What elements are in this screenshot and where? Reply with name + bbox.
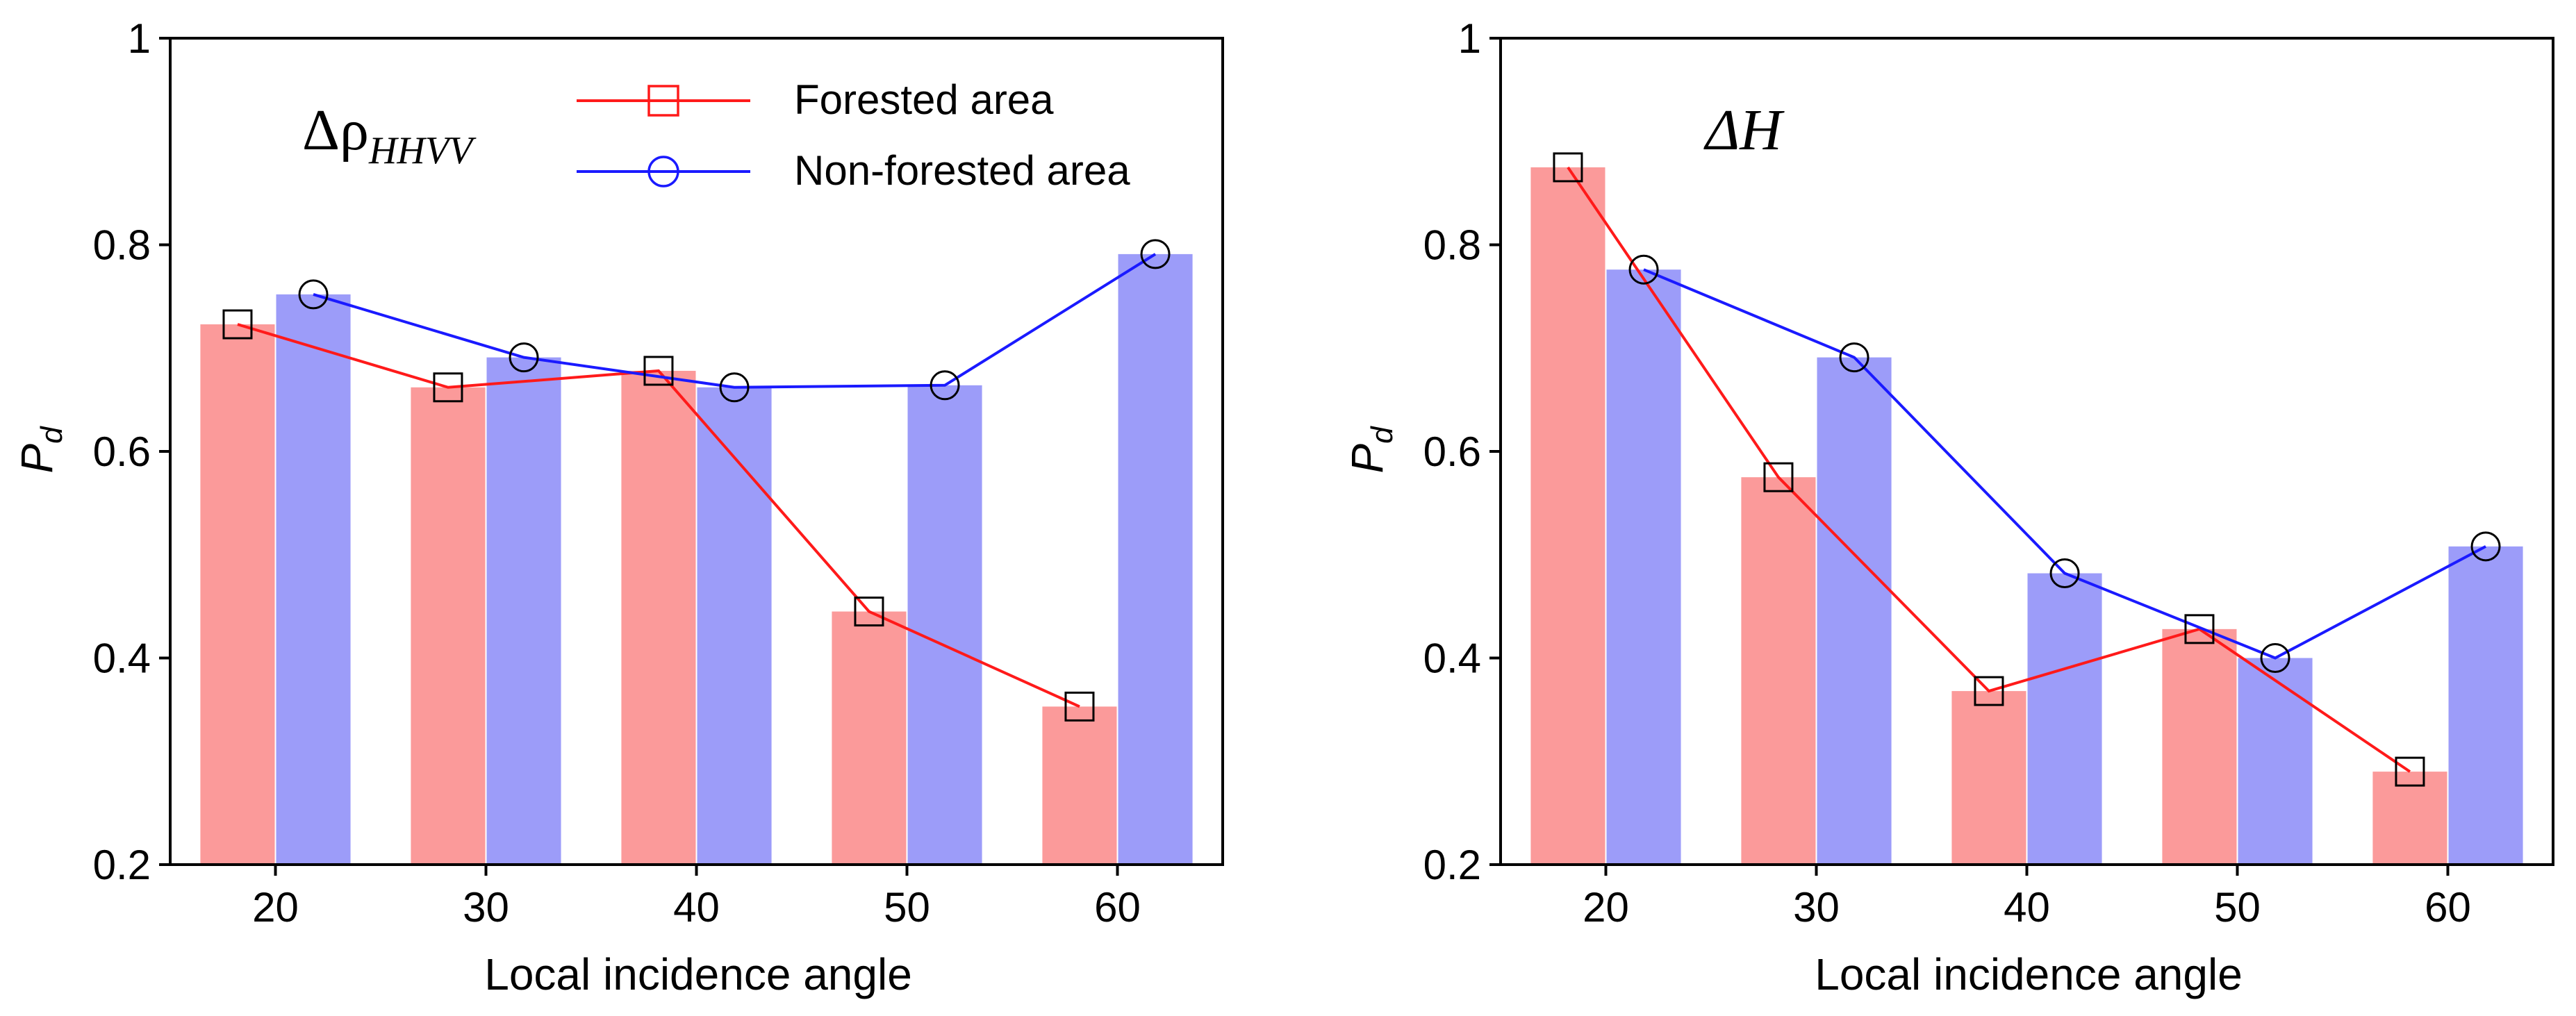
y-tick-label: 0.6: [1423, 428, 1481, 475]
x-axis-ticks: 20 30 40 50 60: [252, 865, 1141, 931]
forested-series-line: [1567, 166, 2411, 773]
legend-forested-marker: [647, 85, 679, 117]
nonforested-bar: [1118, 253, 1193, 865]
chart-panel-right: 0.2 0.4 0.6 0.8 1 20 30 40 50 60 ΔH Local incide…: [1342, 15, 2554, 999]
legend-nonforested-marker: [647, 156, 679, 188]
y-tick-label: 0.8: [1423, 222, 1481, 269]
legend-forested-label: Forested area: [794, 76, 1054, 123]
forested-bar: [832, 611, 907, 865]
x-tick-label: 60: [2425, 884, 2471, 931]
x-tick-label: 30: [1793, 884, 1840, 931]
y-tick-label: 0.4: [1423, 635, 1481, 682]
x-tick-label: 60: [1094, 884, 1141, 931]
forested-bar: [621, 370, 696, 865]
x-tick-label: 30: [463, 884, 509, 931]
nonforested-marker: [2049, 558, 2080, 589]
forested-bar: [2372, 772, 2447, 865]
markers-group: [222, 239, 1171, 722]
forested-bar: [2162, 628, 2237, 865]
nonforested-bar: [697, 387, 772, 865]
x-axis-label: Local incidence angle: [484, 949, 912, 999]
y-tick-label: 1: [1458, 15, 1481, 62]
nonforested-marker: [1140, 239, 1171, 269]
markers-group: [1553, 152, 2501, 787]
legend: Forested area Non-forested area: [577, 76, 1130, 194]
nonforested-bar: [276, 294, 351, 865]
nonforested-bar: [1817, 357, 1892, 865]
bars-group: [200, 253, 1193, 865]
nonforested-series-line: [313, 253, 1157, 389]
x-tick-label: 20: [1583, 884, 1629, 931]
nonforested-bar: [2238, 658, 2313, 865]
nonforested-bar: [486, 357, 561, 865]
x-tick-label: 40: [2004, 884, 2050, 931]
y-axis-ticks: 0.2 0.4 0.6 0.8 1: [1423, 15, 1501, 888]
x-tick-label: 50: [884, 884, 930, 931]
forested-bar: [1042, 706, 1117, 865]
forested-marker: [1553, 152, 1583, 183]
nonforested-marker: [930, 370, 960, 401]
forested-marker: [854, 597, 884, 627]
x-tick-label: 40: [673, 884, 720, 931]
nonforested-bar: [907, 385, 982, 865]
nonforested-bar: [1606, 269, 1681, 865]
forested-bar: [200, 324, 275, 865]
x-axis-ticks: 20 30 40 50 60: [1583, 865, 2471, 931]
nonforested-marker: [1839, 342, 1869, 373]
forested-marker: [433, 372, 463, 403]
annotation-label: ΔH: [1703, 98, 1785, 163]
y-tick-label: 0.6: [93, 428, 151, 475]
y-tick-label: 0.2: [1423, 842, 1481, 888]
forested-series-line: [237, 323, 1080, 708]
x-axis-label: Local incidence angle: [1815, 949, 2243, 999]
forested-marker: [1974, 676, 2004, 706]
legend-nonforested-label: Non-forested area: [794, 147, 1130, 194]
forested-bar: [1951, 691, 2026, 865]
forested-marker: [222, 309, 253, 340]
chart-panel-left: 0.2 0.4 0.6 0.8 1 20 30 40 50 60 ΔρHHVV Forested…: [12, 15, 1224, 999]
y-tick-label: 0.4: [93, 635, 151, 682]
nonforested-bar: [2027, 573, 2102, 865]
forested-bar: [1530, 167, 1605, 865]
nonforested-marker: [719, 372, 750, 403]
x-tick-label: 20: [252, 884, 299, 931]
forested-marker: [2395, 756, 2425, 787]
forested-marker: [2184, 614, 2215, 644]
nonforested-marker: [1628, 254, 1659, 285]
y-axis-label: Pd: [12, 426, 69, 474]
forested-bar: [1741, 477, 1816, 865]
annotation-label: ΔρHHVV: [302, 98, 477, 172]
y-axis-ticks: 0.2 0.4 0.6 0.8 1: [93, 15, 170, 888]
forested-bar: [411, 387, 486, 865]
nonforested-marker: [298, 279, 329, 310]
nonforested-bar: [2448, 546, 2523, 865]
x-tick-label: 50: [2214, 884, 2261, 931]
y-tick-label: 1: [128, 15, 151, 62]
nonforested-series-line: [1643, 268, 2486, 660]
y-tick-label: 0.2: [93, 842, 151, 888]
forested-marker: [1064, 691, 1095, 722]
forested-marker: [643, 356, 674, 386]
bars-group: [1530, 167, 2523, 865]
y-axis-label: Pd: [1342, 426, 1399, 474]
lines-group: [237, 253, 1157, 708]
nonforested-marker: [2260, 643, 2290, 673]
nonforested-marker: [2470, 531, 2501, 562]
nonforested-marker: [509, 342, 539, 373]
y-tick-label: 0.8: [93, 222, 151, 269]
forested-marker: [1763, 462, 1794, 492]
lines-group: [1567, 166, 2486, 773]
